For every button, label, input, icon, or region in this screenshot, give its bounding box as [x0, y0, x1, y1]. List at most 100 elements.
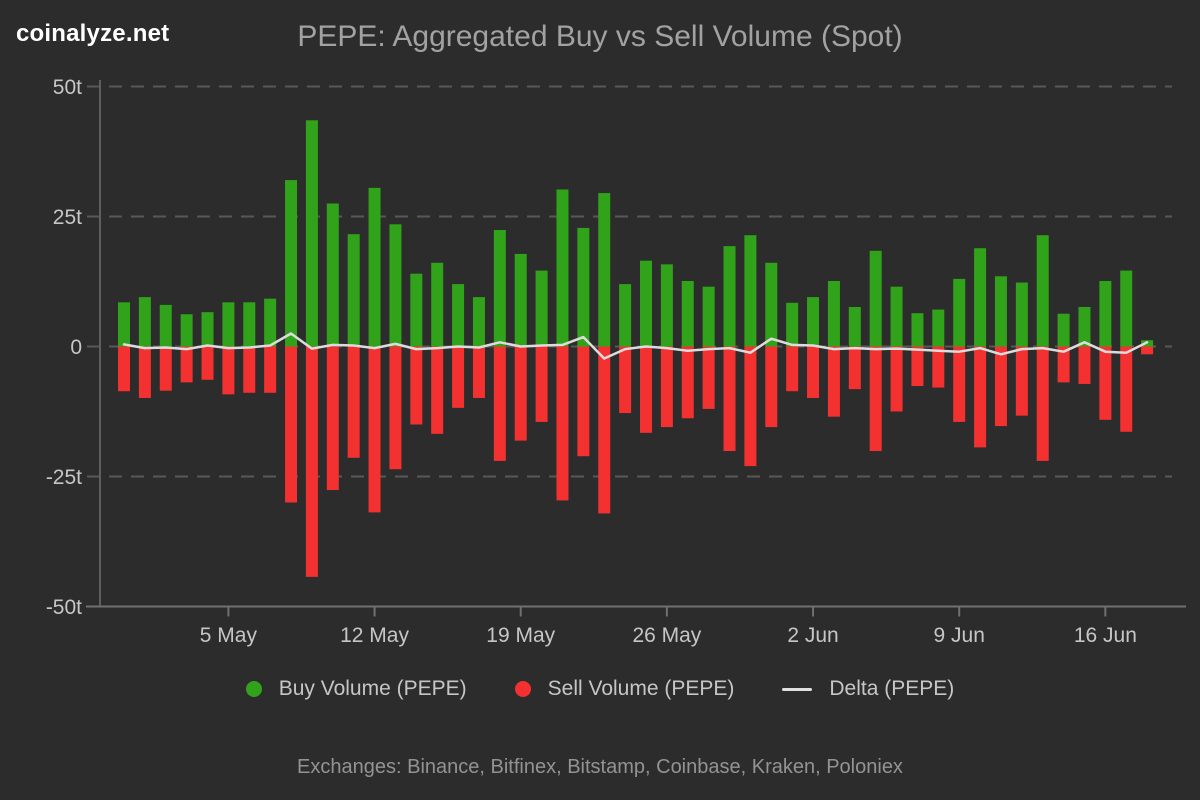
buy-bar — [577, 227, 590, 347]
legend-item-buy-volume[interactable]: Buy Volume (PEPE) — [245, 677, 467, 701]
sell-bar — [138, 346, 151, 398]
sell-bar — [222, 346, 235, 395]
buy-bar — [1015, 282, 1028, 347]
buy-bar — [702, 286, 715, 347]
sell-bar — [640, 346, 652, 433]
sell-bar — [431, 346, 444, 434]
sell-bar — [807, 346, 820, 398]
sell-bar — [201, 346, 214, 380]
sell-bar — [1078, 346, 1091, 384]
sell-bar — [1099, 346, 1112, 420]
buy-bar — [452, 284, 465, 347]
buy-bar — [118, 302, 130, 347]
buy-bar — [410, 273, 423, 347]
sell-bar — [765, 346, 778, 428]
buy-bar — [848, 306, 861, 347]
sell-bar — [890, 346, 903, 412]
sell-bar — [264, 346, 277, 393]
sell-bar — [994, 346, 1007, 427]
buy-bar — [827, 280, 840, 347]
sell-bar — [347, 346, 360, 458]
sell-bar — [660, 346, 673, 428]
page-title: PEPE: Aggregated Buy vs Sell Volume (Spo… — [297, 20, 903, 53]
buy-bar — [953, 278, 966, 347]
sell-bar — [848, 346, 861, 390]
y-axis-labels: 50t 25t 0 -25t -50t — [46, 76, 82, 619]
legend-item-delta[interactable]: Delta (PEPE) — [782, 677, 954, 701]
buy-bar — [159, 304, 172, 347]
buy-bar — [598, 193, 611, 347]
buy-bar — [1036, 235, 1049, 347]
buy-bar — [493, 230, 506, 347]
x-tick-label: 12 May — [340, 624, 409, 647]
sell-bar — [744, 346, 757, 467]
y-tick-label: -50t — [46, 596, 82, 619]
sell-bar — [786, 346, 799, 392]
sell-bar — [723, 346, 736, 452]
buy-bar — [1099, 280, 1112, 347]
legend-label-sell-volume: Sell Volume (PEPE) — [547, 677, 735, 700]
buy-bar — [389, 224, 402, 347]
buy-bar — [974, 248, 987, 347]
legend-label-delta: Delta (PEPE) — [829, 677, 955, 700]
x-tick-label: 19 May — [486, 624, 555, 647]
buy-bar — [243, 302, 256, 347]
buy-bar — [911, 313, 924, 347]
buy-bar — [431, 262, 444, 347]
delta-line — [122, 332, 1149, 360]
logo: coinalyze.net — [16, 20, 170, 47]
sell-bar — [389, 346, 402, 470]
sell-bar — [598, 346, 611, 514]
buy-bar — [994, 276, 1007, 347]
x-tick-label: 2 Jun — [787, 624, 838, 647]
y-tick-label: 25t — [53, 206, 82, 229]
sell-bar — [410, 346, 423, 425]
sell-bar — [368, 346, 381, 513]
x-tick-label: 26 May — [632, 624, 701, 647]
buy-bar — [869, 250, 882, 347]
buy-bar — [1120, 270, 1133, 347]
y-tick-label: 50t — [53, 76, 82, 99]
buy-bar — [744, 235, 757, 347]
chart-canvas: 50t 25t 0 -25t -50t 5 May 12 May 19 May 26 May 2… — [46, 76, 1186, 647]
sell-bar — [932, 346, 945, 388]
legend-item-sell-volume[interactable]: Sell Volume (PEPE) — [514, 677, 735, 701]
sell-bar — [1015, 346, 1028, 416]
buy-bar — [786, 302, 799, 347]
buy-bar — [640, 260, 652, 347]
chart-legend: Buy Volume (PEPE) Sell Volume (PEPE) Del… — [0, 677, 1200, 701]
x-tick-label: 16 Jun — [1074, 624, 1137, 647]
buy-bar — [1057, 313, 1070, 347]
sell-bar — [243, 346, 256, 393]
sell-bar — [577, 346, 590, 457]
x-axis-labels: 5 May 12 May 19 May 26 May 2 Jun 9 Jun 16 Jun — [200, 624, 1137, 647]
sell-bar — [1057, 346, 1070, 383]
buy-bar — [180, 314, 193, 347]
sell-bar — [619, 346, 632, 414]
y-tick-label: 0 — [70, 336, 82, 359]
buy-bar — [138, 297, 151, 347]
buy-bar — [514, 253, 527, 347]
sell-bar — [326, 346, 339, 491]
buy-bars — [118, 120, 1154, 347]
buy-bar — [285, 180, 298, 347]
legend-label-buy-volume: Buy Volume (PEPE) — [278, 677, 467, 700]
buy-bar — [264, 298, 277, 347]
buy-bar — [368, 187, 381, 347]
buy-bar — [932, 309, 945, 347]
sell-bar — [681, 346, 694, 419]
x-axis-line — [86, 605, 1186, 617]
sell-bar — [535, 346, 548, 422]
sell-bar — [514, 346, 527, 441]
buy-bar — [305, 120, 318, 347]
buy-bar — [535, 270, 548, 347]
sell-bar — [556, 346, 569, 501]
sell-bar — [953, 346, 966, 422]
sell-bar — [159, 346, 172, 391]
exchanges-note: Exchanges: Binance, Bitfinex, Bitstamp, … — [297, 756, 903, 778]
sell-bar — [493, 346, 506, 461]
sell-bar — [285, 346, 298, 503]
sell-bar — [305, 346, 318, 577]
sell-bar — [472, 346, 485, 398]
